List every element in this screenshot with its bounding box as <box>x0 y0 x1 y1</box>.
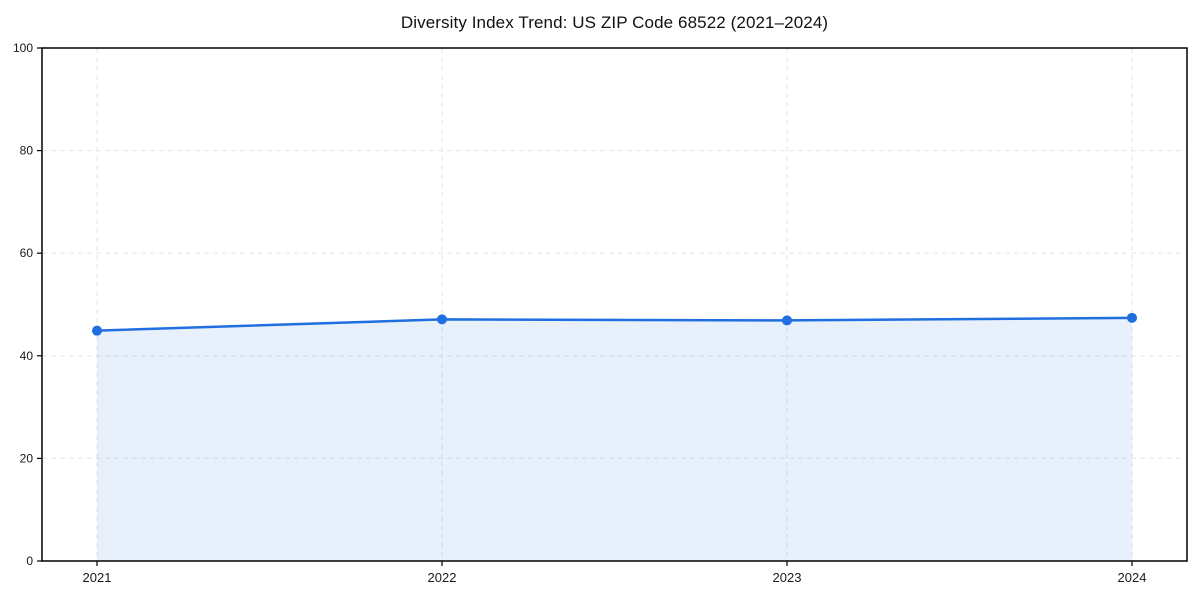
data-point-2023 <box>782 315 792 326</box>
y-tick-label: 60 <box>20 246 34 260</box>
y-tick-label: 80 <box>20 144 34 158</box>
x-tick-label: 2021 <box>83 570 112 585</box>
y-tick-label: 40 <box>20 349 34 363</box>
x-tick-label: 2024 <box>1118 570 1147 585</box>
data-point-2022 <box>437 314 447 325</box>
data-point-2024 <box>1127 312 1137 323</box>
trend-line <box>95 316 1134 332</box>
y-tick-label: 100 <box>13 41 33 55</box>
area-fill <box>97 317 1132 561</box>
y-tick-label: 20 <box>20 451 34 465</box>
plot-frame <box>41 47 1188 562</box>
chart-title: Diversity Index Trend: US ZIP Code 68522… <box>400 13 829 32</box>
y-tick-label: 0 <box>26 554 33 568</box>
x-tick-label: 2022 <box>428 570 457 585</box>
x-tick-label: 2023 <box>773 570 802 585</box>
data-point-2021 <box>92 325 102 336</box>
